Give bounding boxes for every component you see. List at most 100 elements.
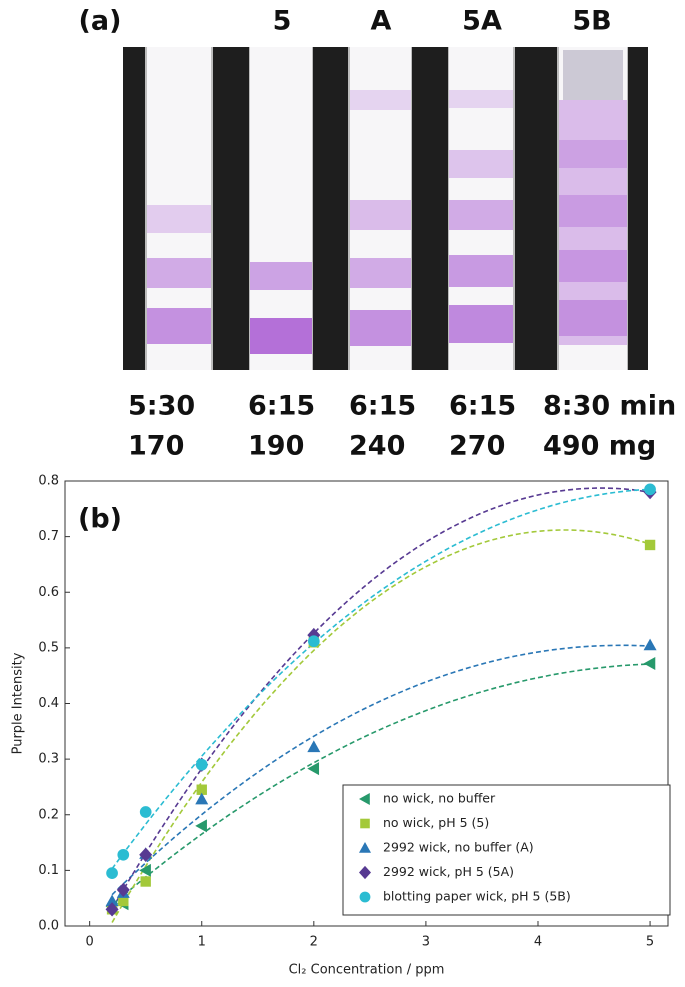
marker (195, 819, 207, 833)
marker (643, 638, 657, 651)
band (250, 318, 312, 354)
mass-label: 190 (248, 431, 304, 462)
time-label: 8:30 min (543, 391, 676, 422)
legend-label: 2992 wick, pH 5 (5A) (383, 864, 514, 879)
mass-label: 490 mg (543, 431, 656, 462)
y-tick-label: 0.2 (38, 807, 59, 822)
marker (118, 895, 129, 907)
marker (139, 863, 151, 877)
legend-box (342, 784, 671, 916)
marker (644, 483, 656, 496)
band (449, 305, 513, 343)
marker (359, 865, 371, 880)
marker (644, 539, 656, 551)
y-tick-label: 0.0 (38, 919, 59, 934)
panel-label: (b) (78, 504, 122, 535)
strip-label: 5A (462, 6, 502, 37)
marker (195, 758, 208, 771)
marker (106, 867, 118, 880)
chart: 0 1 2 3 4 5 0.0 0.1 0.2 0.3 0.4 0.5 0.6 0.7 0.8 Cl₂ Con… (11, 474, 671, 978)
band (449, 255, 513, 287)
legend-label: 2992 wick, no buffer (A) (383, 840, 534, 855)
mass-label: 240 (349, 431, 405, 462)
strip-label: 5 (273, 6, 292, 37)
y-tick-label: 0.1 (38, 863, 59, 878)
band (449, 200, 513, 230)
marker (360, 818, 370, 829)
strip (559, 47, 627, 370)
fit-line (111, 488, 651, 870)
holder-bar (313, 47, 348, 370)
band (449, 150, 513, 178)
band (559, 300, 627, 336)
mass-label: 170 (128, 431, 184, 462)
y-tick-label: 0.7 (38, 529, 59, 544)
y-tick-label: 0.6 (38, 585, 59, 600)
y-tick-label: 0.8 (38, 474, 59, 489)
band (449, 90, 513, 108)
band (350, 258, 411, 288)
band (147, 258, 211, 288)
fit-line (111, 644, 651, 896)
band (559, 250, 627, 282)
x-tick-label: 0 (86, 935, 94, 950)
strip-label: 5B (572, 6, 611, 37)
band (350, 200, 411, 230)
holder-bar (412, 47, 448, 370)
fit-line (111, 487, 651, 910)
x-tick-label: 3 (422, 935, 430, 950)
time-label: 5:30 (128, 391, 195, 422)
panel-label: (a) (79, 6, 122, 37)
marker (105, 894, 119, 907)
legend-label: blotting paper wick, pH 5 (5B) (383, 889, 571, 904)
strip (250, 47, 312, 370)
marker (139, 847, 153, 862)
y-axis-label: Purple Intensity (11, 652, 26, 754)
band (147, 308, 211, 344)
holder-bar (515, 47, 557, 370)
marker (359, 891, 371, 903)
marker (117, 848, 130, 861)
strip-photo (123, 47, 648, 370)
y-tick-label: 0.3 (38, 752, 59, 767)
marker (139, 806, 152, 818)
x-tick-label: 1 (198, 935, 206, 950)
x-axis-label: Cl₂ Concentration / ppm (289, 963, 445, 978)
mass-label: 270 (449, 431, 505, 462)
time-label: 6:15 (449, 391, 516, 422)
x-tick-label: 2 (310, 935, 318, 950)
marker (307, 762, 320, 776)
marker (307, 635, 320, 648)
time-label: 6:15 (349, 391, 416, 422)
y-tick-label: 0.4 (38, 696, 59, 711)
strip-top (563, 50, 623, 100)
holder-bar (213, 47, 249, 370)
band (250, 262, 312, 290)
band (147, 205, 211, 233)
band (559, 100, 627, 345)
fit-line (111, 529, 651, 923)
marker (643, 656, 656, 670)
band (559, 195, 627, 227)
strip-label: A (371, 6, 392, 37)
band (350, 310, 411, 346)
marker (116, 882, 130, 897)
band (350, 90, 411, 110)
holder-bar (123, 47, 145, 370)
marker (140, 876, 151, 887)
marker (195, 792, 209, 805)
marker (307, 740, 321, 753)
marker (196, 784, 207, 795)
x-tick-label: 4 (534, 935, 542, 950)
legend-label: no wick, pH 5 (5) (383, 815, 489, 830)
time-label: 6:15 (248, 391, 315, 422)
fit-line (111, 663, 651, 906)
band (559, 140, 627, 168)
marker (359, 793, 370, 805)
marker (359, 842, 371, 853)
marker (105, 902, 119, 917)
y-tick-label: 0.5 (38, 640, 59, 655)
legend-label: no wick, no buffer (383, 791, 496, 806)
x-tick-label: 5 (646, 935, 654, 950)
